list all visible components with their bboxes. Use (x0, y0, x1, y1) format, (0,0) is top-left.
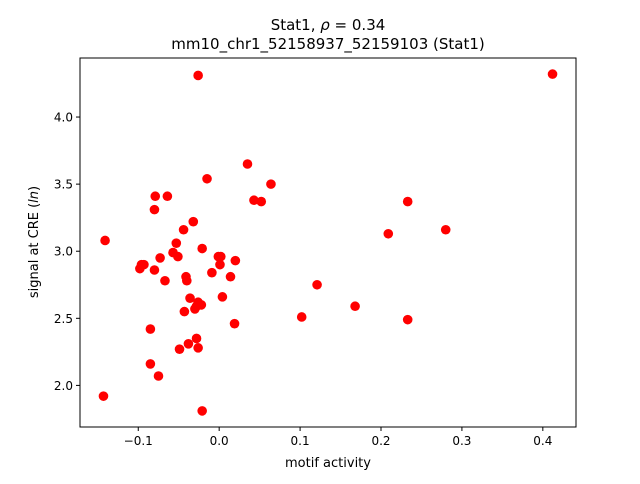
data-point (242, 159, 253, 169)
data-point (185, 293, 195, 303)
data-point (202, 173, 212, 184)
data-point (350, 301, 360, 312)
x-tick-label: 0.4 (533, 434, 552, 448)
data-point (312, 279, 322, 290)
data-point (296, 312, 307, 322)
x-tick-label: 0.1 (291, 434, 310, 448)
data-point (191, 333, 202, 344)
chart-title-line2: mm10_chr1_52158937_52159103 (Stat1) (171, 35, 484, 54)
y-tick-label: 2.5 (54, 312, 73, 326)
data-point (197, 406, 207, 416)
x-tick-label: −0.1 (124, 434, 153, 448)
data-point (135, 263, 145, 274)
data-point (383, 228, 394, 239)
data-point (217, 292, 228, 302)
data-point (229, 318, 240, 329)
data-point (402, 314, 413, 325)
x-axis: −0.1 0.0 0.1 0.2 0.3 0.4 (124, 427, 552, 448)
data-point (193, 70, 203, 81)
data-point (153, 371, 164, 381)
data-point (230, 255, 241, 266)
y-tick-label: 3.5 (54, 178, 73, 192)
data-point (178, 224, 189, 235)
data-point (188, 216, 199, 227)
data-point (145, 324, 156, 334)
data-point (256, 196, 267, 207)
chart-title-line1: Stat1, ρ = 0.34 (271, 16, 386, 34)
data-point (193, 343, 203, 353)
data-point (179, 306, 190, 317)
data-point (155, 253, 165, 263)
data-point (173, 251, 183, 262)
data-point (440, 224, 451, 235)
data-point (207, 267, 217, 278)
plot-frame (79, 57, 577, 428)
points-layer (98, 69, 558, 416)
x-tick-label: 0.2 (371, 434, 390, 448)
data-point (547, 69, 558, 79)
data-point (98, 391, 109, 401)
data-point (225, 271, 236, 282)
y-tick-label: 2.0 (54, 379, 73, 393)
x-tick-label: 0.3 (452, 434, 471, 448)
data-point (145, 359, 156, 369)
data-point (162, 191, 173, 202)
data-point (182, 275, 192, 286)
data-point (160, 275, 170, 286)
data-point (171, 238, 182, 248)
y-axis-label: signal at CRE (ln) (27, 186, 42, 298)
data-point (190, 304, 200, 314)
data-point (215, 259, 225, 270)
data-point (174, 344, 185, 354)
x-tick-label: 0.0 (210, 434, 229, 448)
data-point (215, 251, 226, 262)
y-axis: 2.0 2.5 3.0 3.5 4.0 (54, 111, 80, 393)
data-point (183, 339, 194, 349)
y-tick-label: 4.0 (54, 111, 73, 125)
data-point (249, 195, 259, 206)
data-point (149, 265, 160, 275)
data-point (150, 191, 161, 202)
x-axis-label: motif activity (285, 456, 371, 471)
data-point (197, 243, 207, 254)
data-point (149, 204, 160, 215)
data-point (402, 196, 413, 207)
data-point (100, 235, 110, 246)
data-point (266, 179, 276, 189)
y-tick-label: 3.0 (54, 245, 73, 259)
